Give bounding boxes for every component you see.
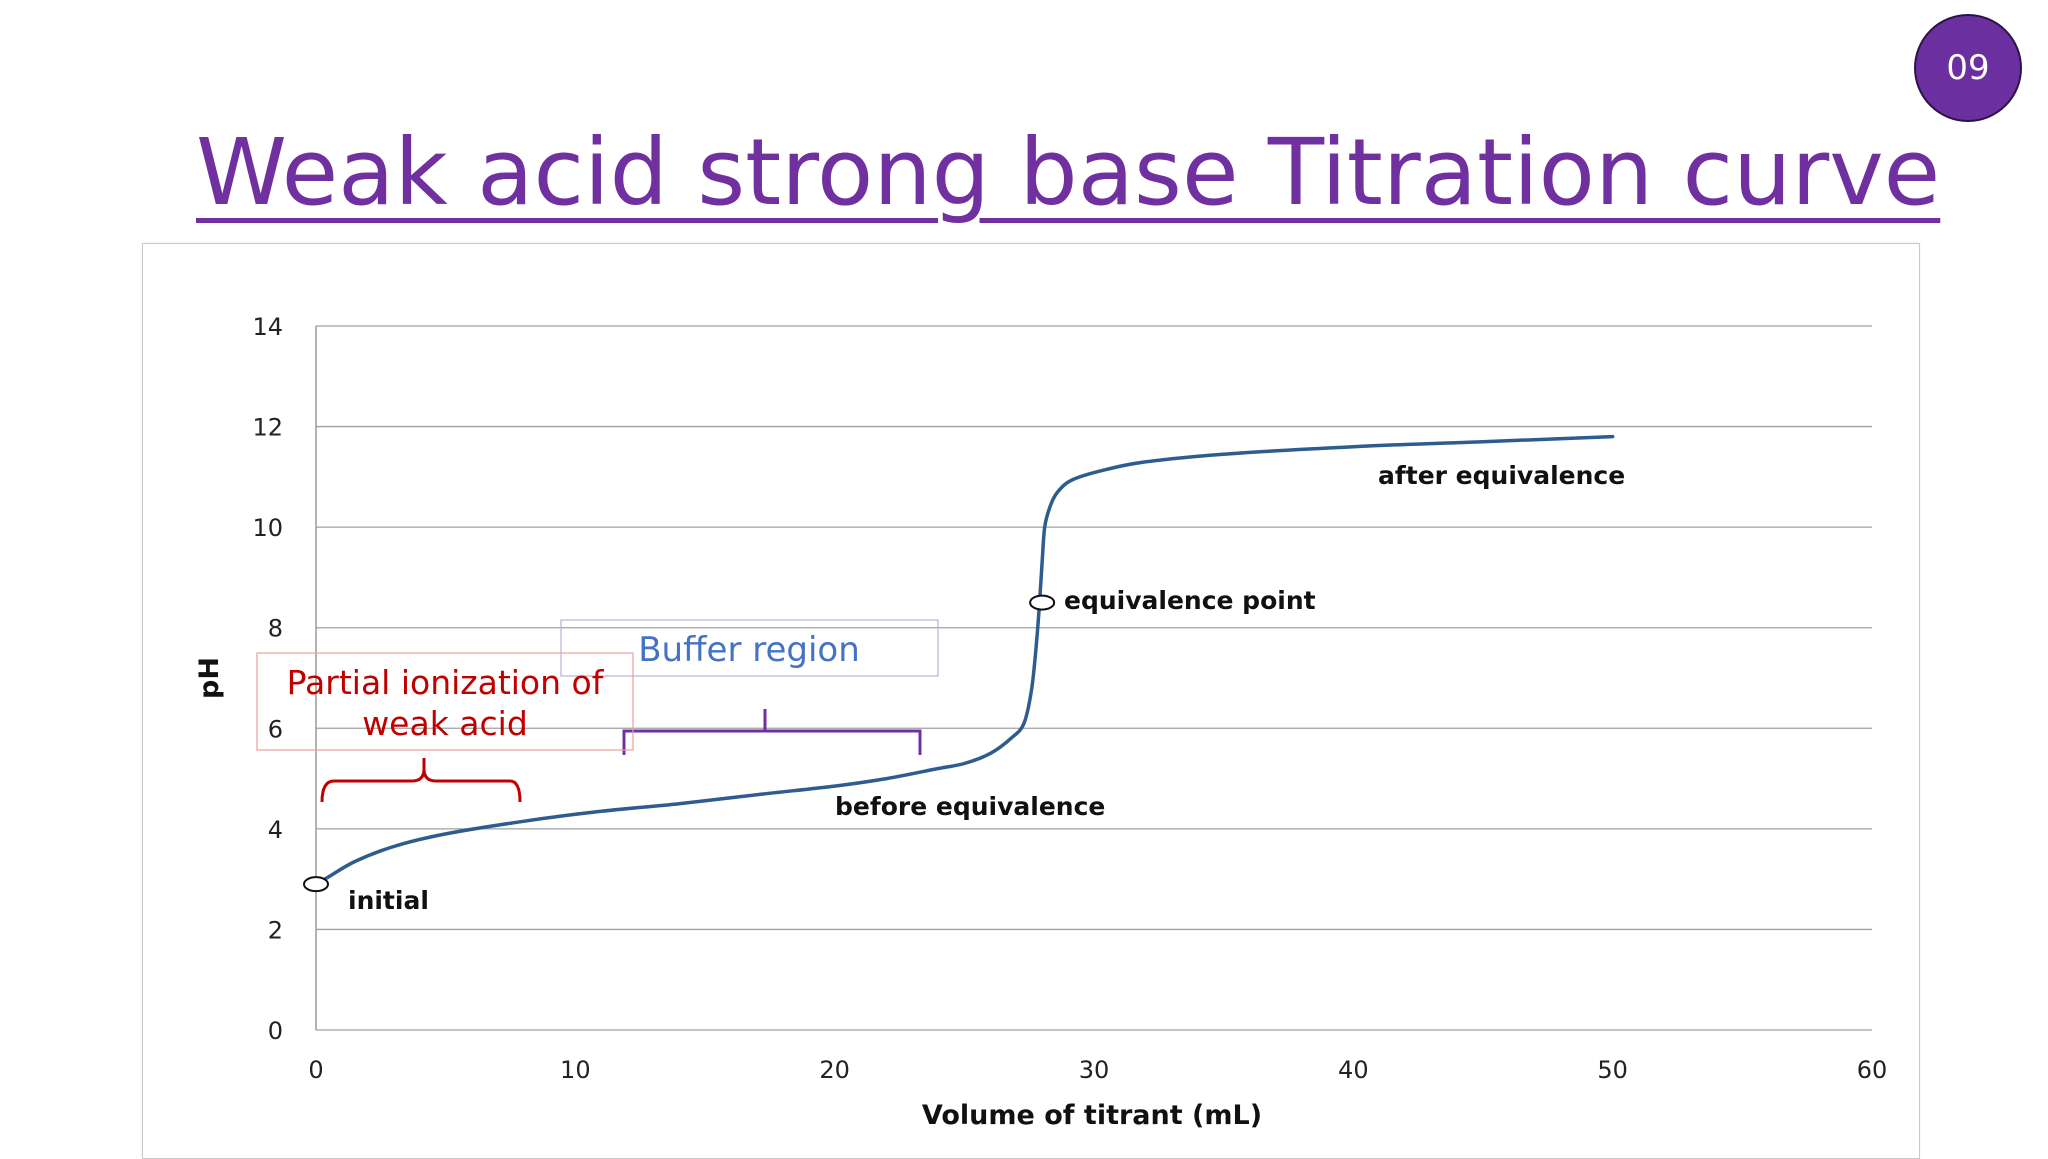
y-tick-label-4: 4 (268, 816, 283, 844)
x-tick-label-10: 10 (560, 1056, 591, 1084)
x-axis-label: Volume of titrant (mL) (922, 1100, 1262, 1131)
y-tick-label-0: 0 (268, 1017, 283, 1045)
x-tick-label-60: 60 (1857, 1056, 1888, 1084)
y-tick-label-10: 10 (252, 514, 283, 542)
titration-curve (314, 434, 1615, 886)
x-tick-label-40: 40 (1338, 1056, 1369, 1084)
y-axis-label: pH (194, 657, 225, 699)
y-tick-label-14: 14 (252, 313, 283, 341)
after-equivalence-label: after equivalence (1378, 461, 1625, 490)
grid-lines (316, 325, 1872, 1031)
y-tick-label-12: 12 (252, 414, 283, 442)
slide-number-badge: 09 (1914, 14, 2022, 122)
partial-ionization-label-line2: weak acid (362, 704, 528, 743)
y-tick-label-2: 2 (268, 916, 283, 944)
slide-title: Weak acid strong base Titration curve (196, 119, 1941, 226)
initial-label: initial (348, 886, 429, 915)
equivalence-point-marker (1029, 594, 1056, 611)
x-tick-label-20: 20 (819, 1056, 850, 1084)
y-tick-labels: 0 2 4 6 8 10 12 14 (252, 313, 283, 1045)
equivalence-point-label: equivalence point (1064, 586, 1316, 615)
x-tick-label-30: 30 (1079, 1056, 1110, 1084)
x-tick-label-50: 50 (1597, 1056, 1628, 1084)
initial-point-marker (303, 876, 329, 893)
buffer-region-box (560, 619, 939, 677)
x-tick-label-0: 0 (308, 1056, 323, 1084)
y-tick-label-8: 8 (268, 615, 283, 643)
partial-ionization-box (256, 652, 634, 751)
partial-ionization-label-line1: Partial ionization of (287, 663, 605, 702)
buffer-region-label: Buffer region (638, 630, 860, 670)
partial-ionization-brace (320, 758, 522, 803)
before-equivalence-label: before equivalence (835, 792, 1105, 821)
x-tick-labels: 0 10 20 30 40 50 60 (308, 1056, 1887, 1084)
buffer-region-bracket (622, 709, 922, 755)
y-tick-label-6: 6 (268, 715, 283, 743)
